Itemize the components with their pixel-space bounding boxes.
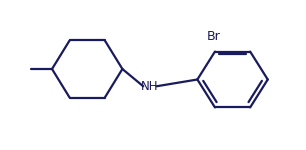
Text: NH: NH: [141, 81, 159, 93]
Text: Br: Br: [207, 30, 220, 43]
